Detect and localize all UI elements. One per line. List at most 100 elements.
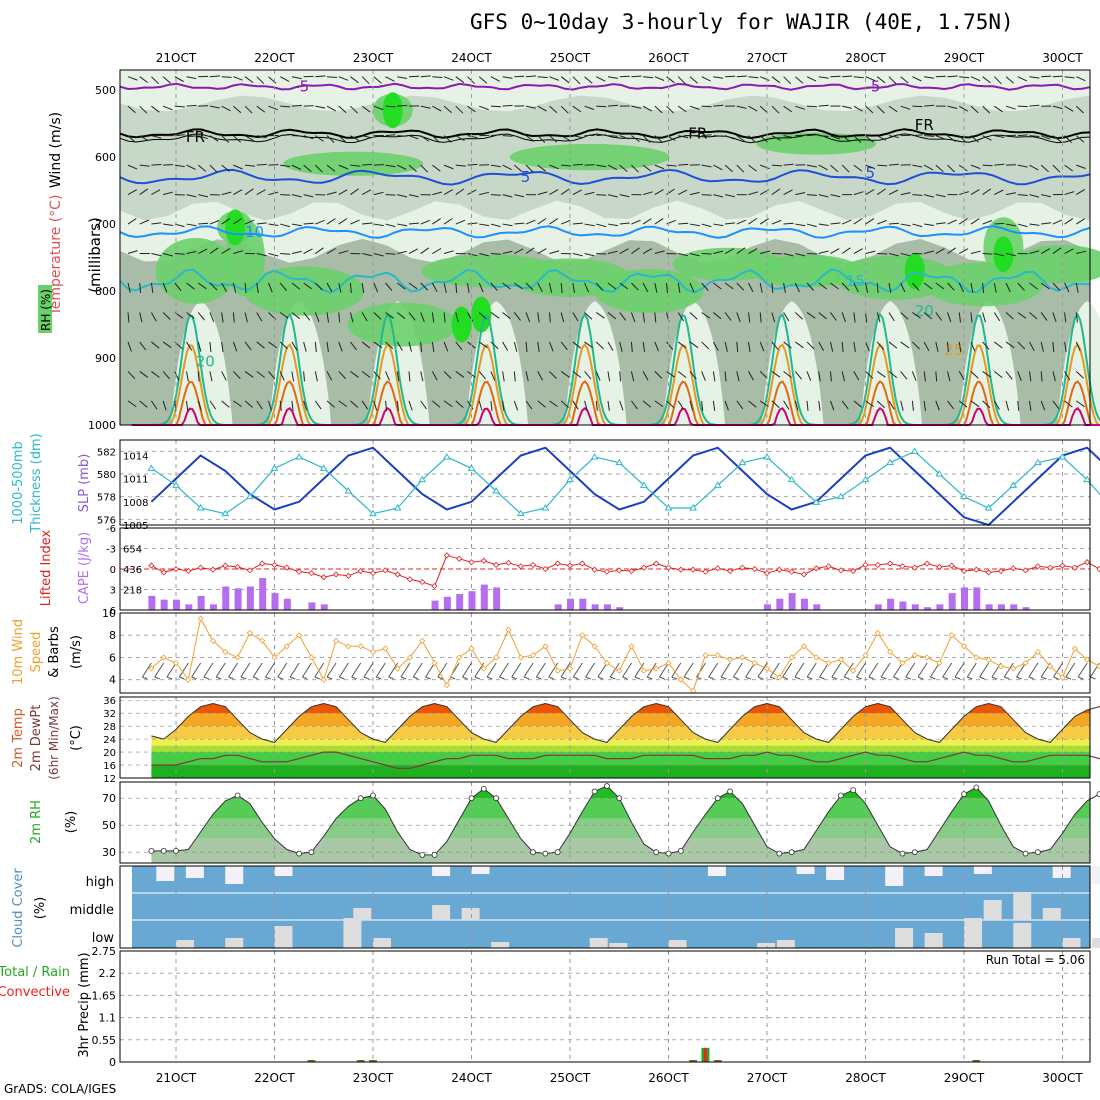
wind-barb xyxy=(994,105,1003,113)
wind-barb xyxy=(794,282,800,293)
cloud-low-bar xyxy=(491,942,510,948)
wind-barb xyxy=(865,371,874,379)
cape-bar xyxy=(283,598,291,610)
wind-barb xyxy=(701,76,711,82)
wind-barb xyxy=(338,371,347,379)
date-tick-bottom: 27OCT xyxy=(747,1071,788,1085)
lifted-index-marker xyxy=(320,574,327,581)
cape-bar xyxy=(1010,604,1018,610)
wind-barb xyxy=(432,105,442,112)
wind-barb xyxy=(596,253,607,255)
wind-barb xyxy=(432,76,443,78)
wind-barb xyxy=(490,312,500,319)
wind-barb xyxy=(209,341,212,352)
wind-barb xyxy=(748,191,759,196)
wind-barb xyxy=(771,135,781,141)
wind-barb xyxy=(408,164,417,172)
wind-barb xyxy=(361,400,369,410)
wind-barb-flag xyxy=(1053,676,1059,680)
wind-barb xyxy=(876,400,885,409)
lifted-index-marker xyxy=(308,570,315,577)
wind-barb xyxy=(1076,164,1086,169)
wind-barb xyxy=(771,312,776,323)
wind-barb xyxy=(619,194,630,198)
wind-barb-flag xyxy=(770,676,776,680)
wind-barb xyxy=(830,282,839,290)
wind-barb xyxy=(748,135,756,144)
wind-barb-10m xyxy=(302,662,312,678)
wind-barb xyxy=(537,164,547,172)
lifted-index-marker xyxy=(726,567,734,575)
wind-barb xyxy=(233,218,242,225)
thickness-marker xyxy=(935,470,944,477)
wind-barb xyxy=(1005,341,1015,349)
lifted-index-marker xyxy=(222,562,229,569)
temperature-band xyxy=(151,703,1090,714)
wind-barb xyxy=(443,250,454,255)
wind-barb xyxy=(642,164,652,172)
wind-barb xyxy=(314,400,322,410)
wind-barb xyxy=(865,189,875,196)
wind-speed-marker xyxy=(394,665,401,672)
lifted-index-tick: 0 xyxy=(110,565,116,576)
thickness-marker xyxy=(369,509,377,517)
wind-barb xyxy=(549,105,558,114)
wind-barb xyxy=(748,371,754,381)
wind-barb xyxy=(537,248,547,254)
wind-barb xyxy=(408,135,419,140)
wind-barb xyxy=(888,400,895,410)
wind-barb xyxy=(350,105,358,114)
wind-barb-flag xyxy=(265,676,271,680)
wind-barb xyxy=(233,371,241,379)
wind-barb-10m xyxy=(880,662,891,678)
wind-barb xyxy=(537,191,548,196)
wind-barb xyxy=(443,371,452,379)
wind-barb xyxy=(490,194,501,196)
wind-barb xyxy=(806,134,818,137)
wind-barb-10m xyxy=(1077,662,1088,678)
wind-barb xyxy=(1017,134,1028,137)
cloud-mid-bar xyxy=(353,908,372,920)
wind-barb xyxy=(643,76,654,79)
wind-barb-10m xyxy=(215,662,226,678)
wind-barb-flag xyxy=(930,676,936,680)
wind-barb xyxy=(1005,105,1016,110)
lifted-index-marker xyxy=(505,559,512,566)
wind-barb-10m xyxy=(683,662,694,678)
wind-barb xyxy=(572,371,582,378)
wind-barb xyxy=(420,282,429,291)
ylabel-rh: RH (%) xyxy=(39,289,53,331)
wind-barb xyxy=(924,135,935,137)
wind-barb xyxy=(291,282,301,290)
wind-barb xyxy=(654,189,664,196)
wind-barb xyxy=(947,135,956,143)
wind-barb xyxy=(560,135,571,141)
wind-barb xyxy=(595,371,601,381)
wind-barb xyxy=(385,371,390,381)
wind-barb xyxy=(244,135,254,142)
lifted-index-tick: 3 xyxy=(110,586,116,597)
wind-barb xyxy=(748,282,754,293)
wind-barb xyxy=(783,341,792,349)
rh-marker xyxy=(468,795,475,802)
rh-marker xyxy=(727,788,733,795)
wind-barb xyxy=(596,194,607,196)
wind-barb-10m xyxy=(893,662,903,678)
wind-barb xyxy=(642,191,653,196)
lifted-index-marker xyxy=(332,571,340,578)
wind-barb xyxy=(373,282,379,293)
wind-barb-10m xyxy=(966,662,977,678)
wind-barb xyxy=(315,247,324,254)
wind-barb xyxy=(233,189,243,196)
wind-barb xyxy=(186,194,197,198)
wind-barb xyxy=(291,312,301,320)
wind-barb xyxy=(771,400,780,409)
wind-barb xyxy=(209,312,215,322)
wind-barb-10m xyxy=(622,662,632,678)
wind-barb-10m xyxy=(831,662,842,678)
wind-barb xyxy=(912,312,921,319)
rh-green-area xyxy=(347,302,458,347)
wind-barb-flag xyxy=(462,676,468,680)
wind-barb xyxy=(385,282,393,292)
wind-barb xyxy=(631,105,642,109)
